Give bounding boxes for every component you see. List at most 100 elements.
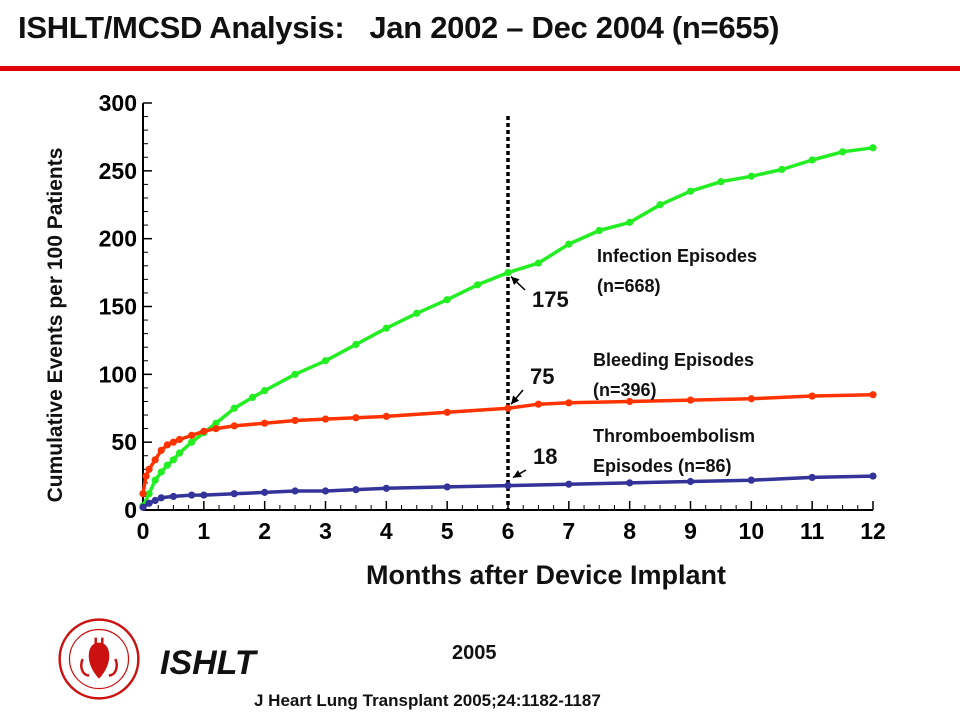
series-point-0 xyxy=(321,357,330,365)
annotation-value: 18 xyxy=(533,444,557,469)
citation: J Heart Lung Transplant 2005;24:1182-118… xyxy=(254,691,601,710)
x-tick-label: 12 xyxy=(860,518,886,544)
series-label-2: Episodes (n=86) xyxy=(593,456,732,476)
x-tick-label: 0 xyxy=(137,518,150,544)
chart-series-layer xyxy=(139,116,877,511)
annotation-value: 75 xyxy=(530,364,554,389)
series-point-2 xyxy=(230,490,238,498)
series-point-0 xyxy=(291,370,299,378)
series-point-1 xyxy=(188,431,196,439)
x-axis-title: Months after Device Implant xyxy=(366,560,726,590)
series-point-2 xyxy=(504,481,512,490)
title-underline xyxy=(0,66,960,71)
series-point-0 xyxy=(808,156,816,164)
x-tick-label: 2 xyxy=(258,518,271,544)
series-point-0 xyxy=(869,144,877,152)
annotation-arrowhead xyxy=(511,395,520,405)
series-point-2 xyxy=(188,491,196,499)
series-point-2 xyxy=(291,487,299,495)
series-point-1 xyxy=(686,396,695,404)
series-label-0: (n=668) xyxy=(597,276,661,296)
series-point-2 xyxy=(382,484,390,492)
series-point-1 xyxy=(142,472,150,480)
series-point-1 xyxy=(747,395,755,403)
series-point-1 xyxy=(626,397,634,406)
x-tick-label: 11 xyxy=(800,518,825,544)
y-tick-label: 100 xyxy=(99,361,137,387)
series-point-1 xyxy=(157,446,165,454)
series-point-0 xyxy=(565,240,573,248)
series-point-0 xyxy=(382,324,390,332)
series-point-1 xyxy=(504,404,512,412)
series-point-0 xyxy=(534,259,543,267)
series-point-0 xyxy=(188,438,196,446)
series-point-1 xyxy=(261,419,269,427)
series-point-1 xyxy=(230,422,238,430)
annotation-value: 175 xyxy=(532,287,569,312)
series-label-1: Bleeding Episodes xyxy=(593,350,754,370)
series-point-0 xyxy=(157,468,165,476)
series-point-2 xyxy=(157,494,165,502)
series-point-2 xyxy=(565,480,573,488)
x-tick-label: 9 xyxy=(684,518,697,544)
x-tick-label: 3 xyxy=(319,518,332,544)
series-point-0 xyxy=(145,490,153,498)
series-point-2 xyxy=(321,487,330,495)
series-point-1 xyxy=(139,490,147,498)
series-point-1 xyxy=(869,391,877,399)
series-point-0 xyxy=(230,404,238,412)
series-point-2 xyxy=(443,483,451,491)
series-point-1 xyxy=(200,427,208,435)
series-point-0 xyxy=(778,165,786,174)
annotation-arrowhead xyxy=(513,470,522,478)
series-point-0 xyxy=(212,419,220,427)
series-label-2: Thromboembolism xyxy=(593,426,755,446)
series-point-0 xyxy=(175,449,184,457)
x-tick-label: 1 xyxy=(197,518,210,544)
series-point-1 xyxy=(212,425,220,433)
x-tick-label: 6 xyxy=(502,518,515,544)
series-point-0 xyxy=(261,387,269,395)
y-tick-label: 0 xyxy=(124,497,137,523)
series-point-2 xyxy=(169,492,178,501)
series-point-2 xyxy=(145,499,153,507)
series-point-2 xyxy=(747,476,755,484)
series-point-0 xyxy=(169,456,178,464)
publication-year: 2005 xyxy=(452,642,497,664)
series-point-1 xyxy=(352,414,360,422)
series-label-1: (n=396) xyxy=(593,380,657,400)
series-point-1 xyxy=(808,392,816,400)
series-point-2 xyxy=(200,491,208,499)
series-point-0 xyxy=(838,148,847,156)
series-point-0 xyxy=(352,340,360,349)
series-point-0 xyxy=(151,476,159,484)
series-point-1 xyxy=(534,400,543,408)
series-point-1 xyxy=(145,465,153,473)
page-title: ISHLT/MCSD Analysis: Jan 2002 – Dec 2004… xyxy=(18,10,780,45)
y-axis-title: Cumulative Events per 100 Patients xyxy=(44,148,67,503)
y-tick-label: 150 xyxy=(99,294,137,320)
series-point-2 xyxy=(139,503,147,511)
series-point-2 xyxy=(869,472,877,480)
ishlt-logo xyxy=(58,618,140,700)
series-point-0 xyxy=(413,309,421,317)
y-tick-label: 300 xyxy=(99,90,137,116)
series-point-2 xyxy=(626,479,634,487)
series-point-0 xyxy=(656,201,664,209)
x-tick-label: 7 xyxy=(562,518,575,544)
series-point-2 xyxy=(686,477,695,486)
series-point-2 xyxy=(151,496,159,505)
x-tick-label: 4 xyxy=(380,518,393,544)
series-point-0 xyxy=(473,281,482,289)
series-point-1 xyxy=(163,441,171,449)
series-point-0 xyxy=(163,461,171,469)
x-tick-label: 8 xyxy=(623,518,636,544)
annotation-arrowhead xyxy=(511,276,520,286)
series-point-0 xyxy=(443,296,451,304)
brand-name: ISHLT xyxy=(160,644,256,682)
series-point-0 xyxy=(248,393,257,401)
series-point-1 xyxy=(382,412,390,420)
x-tick-label: 10 xyxy=(739,518,765,544)
series-point-1 xyxy=(169,438,178,446)
